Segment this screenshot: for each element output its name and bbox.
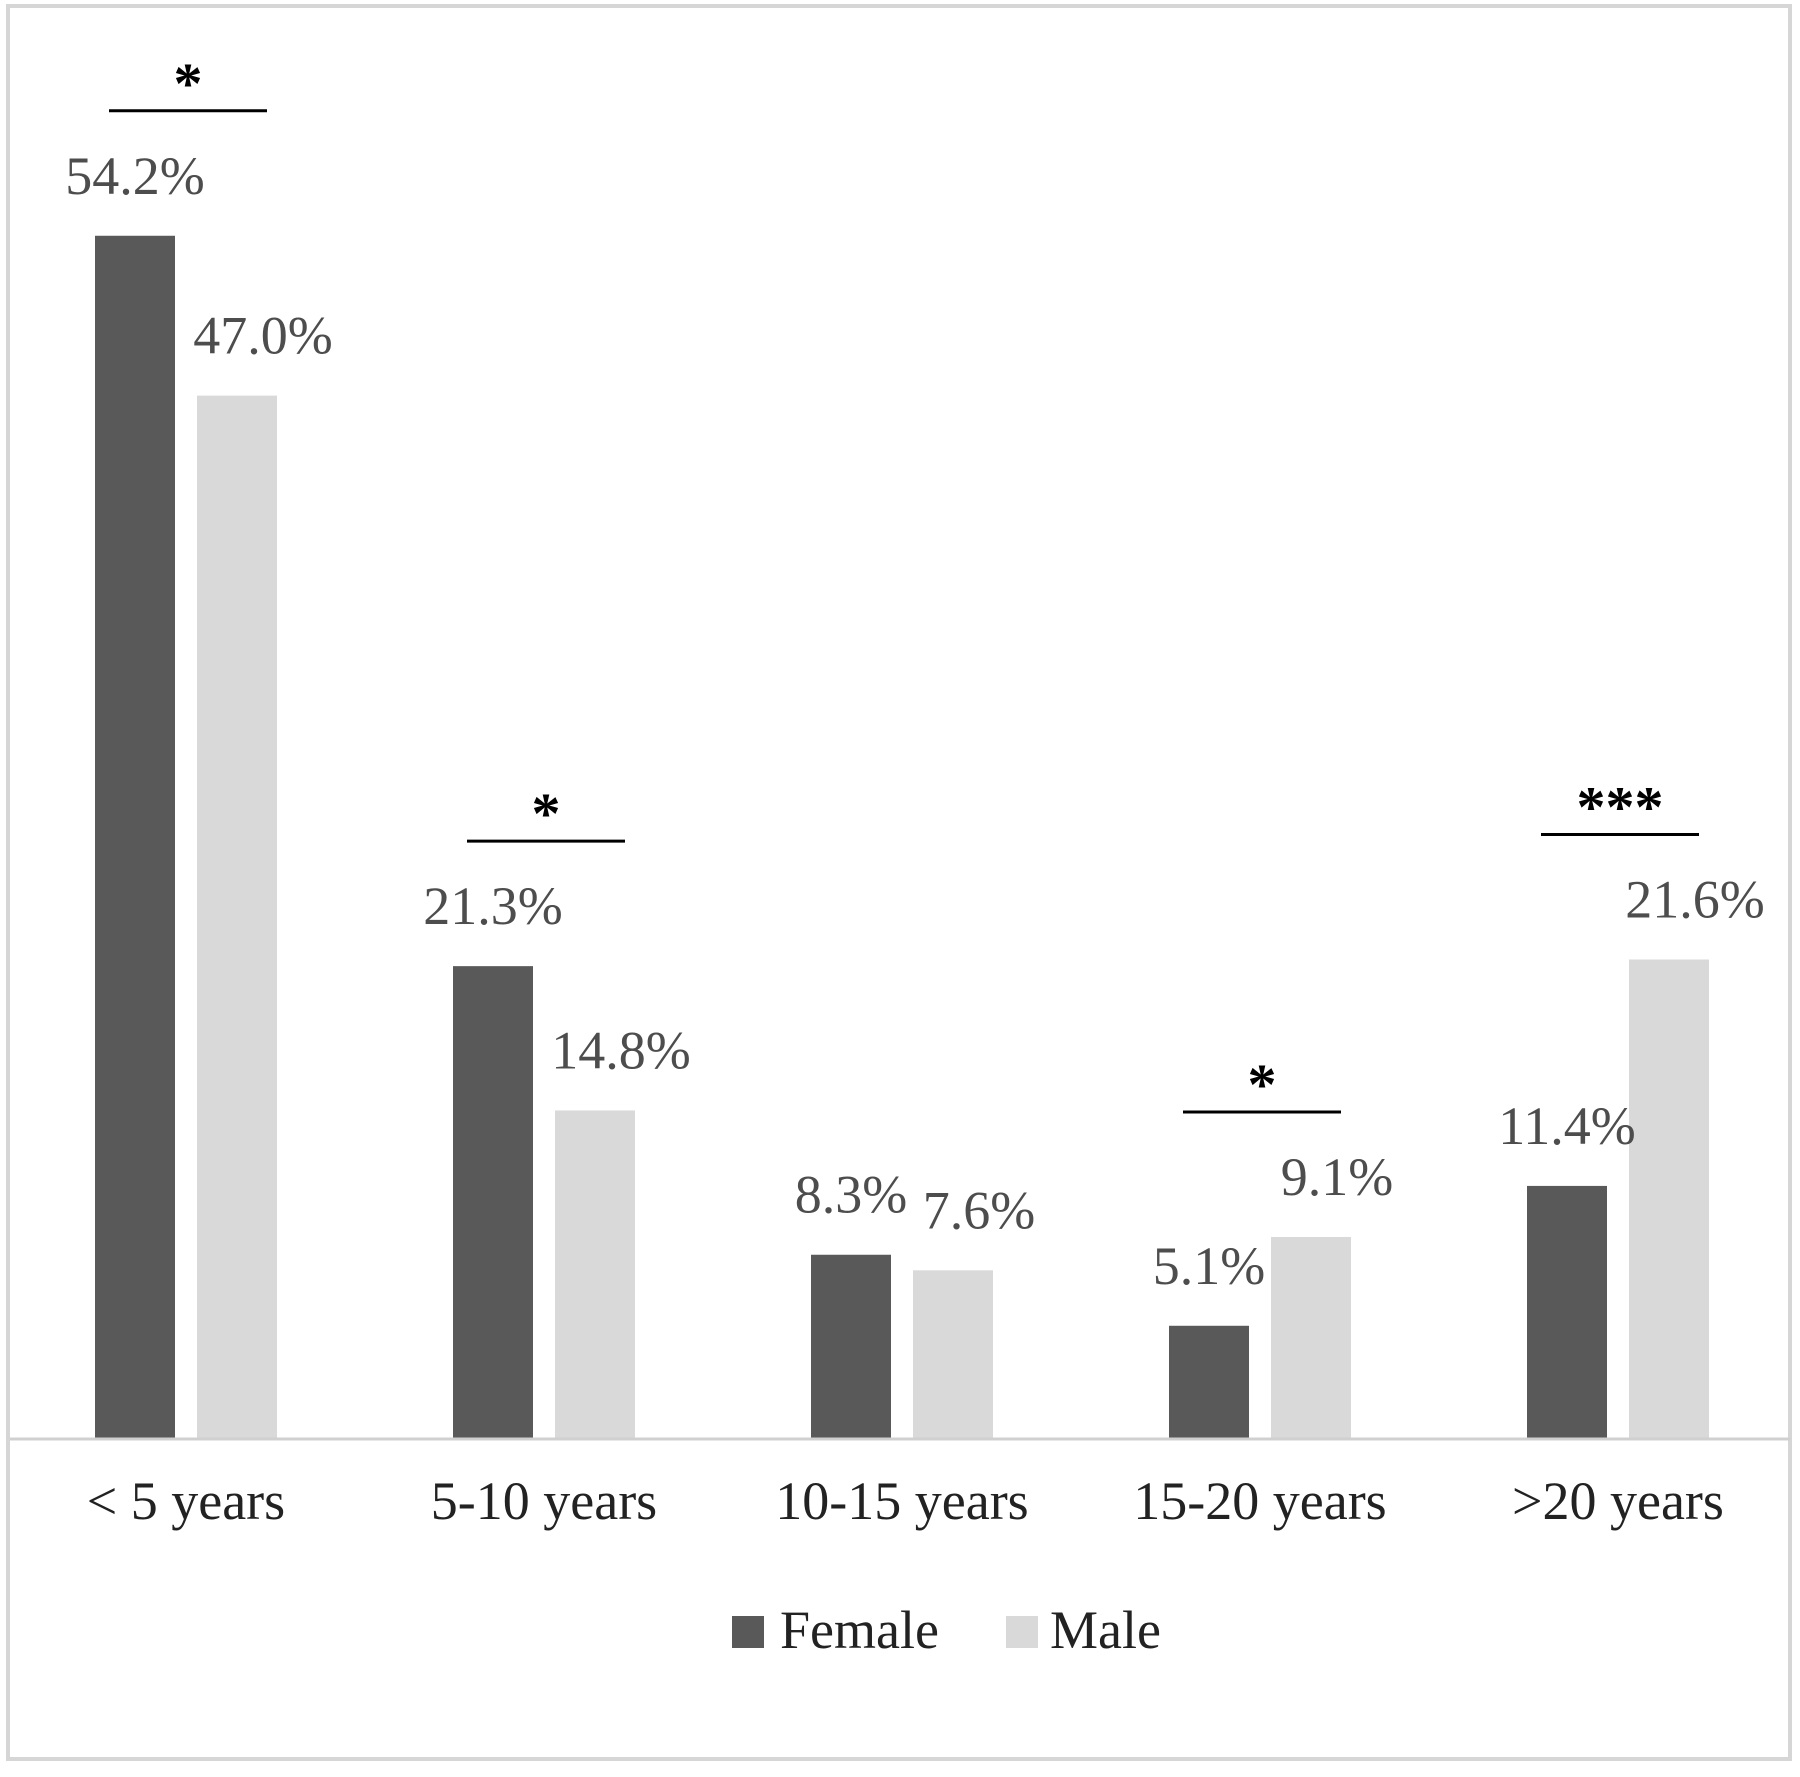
data-label-female-1: 21.3% (423, 876, 562, 936)
bar-female-4 (1527, 1185, 1607, 1439)
data-label-female-3: 5.1% (1153, 1236, 1265, 1296)
x-tick-label-1: 5-10 years (431, 1471, 657, 1531)
data-label-female-0: 54.2% (65, 146, 204, 206)
data-label-male-4: 21.6% (1625, 869, 1764, 929)
data-label-male-0: 47.0% (193, 306, 332, 366)
bar-female-1 (453, 966, 533, 1439)
data-label-female-2: 8.3% (795, 1165, 907, 1225)
x-tick-label-2: 10-15 years (775, 1471, 1028, 1531)
data-label-male-3: 9.1% (1281, 1147, 1393, 1207)
bar-male-4 (1629, 959, 1709, 1439)
x-tick-label-4: >20 years (1512, 1471, 1724, 1531)
significance-marker-4: *** (1577, 774, 1664, 839)
significance-marker-3: * (1248, 1052, 1277, 1117)
data-label-female-4: 11.4% (1498, 1096, 1635, 1156)
x-tick-label-3: 15-20 years (1133, 1471, 1386, 1531)
data-label-male-2: 7.6% (923, 1180, 1035, 1240)
bar-male-3 (1271, 1236, 1351, 1439)
bar-female-0 (95, 235, 175, 1439)
bar-female-2 (811, 1254, 891, 1439)
bar-male-2 (913, 1270, 993, 1439)
data-label-male-1: 14.8% (551, 1020, 690, 1080)
bar-male-1 (555, 1110, 635, 1439)
legend-swatch-female (732, 1616, 764, 1648)
legend-label-female: Female (780, 1600, 939, 1660)
x-tick-label-0: < 5 years (87, 1471, 285, 1531)
significance-marker-0: * (174, 51, 203, 116)
bar-male-0 (197, 395, 277, 1440)
bar-female-3 (1169, 1325, 1249, 1439)
legend-label-male: Male (1050, 1600, 1161, 1660)
significance-marker-1: * (532, 781, 561, 846)
legend-swatch-male (1006, 1616, 1038, 1648)
chart-frame (6, 4, 1792, 1761)
